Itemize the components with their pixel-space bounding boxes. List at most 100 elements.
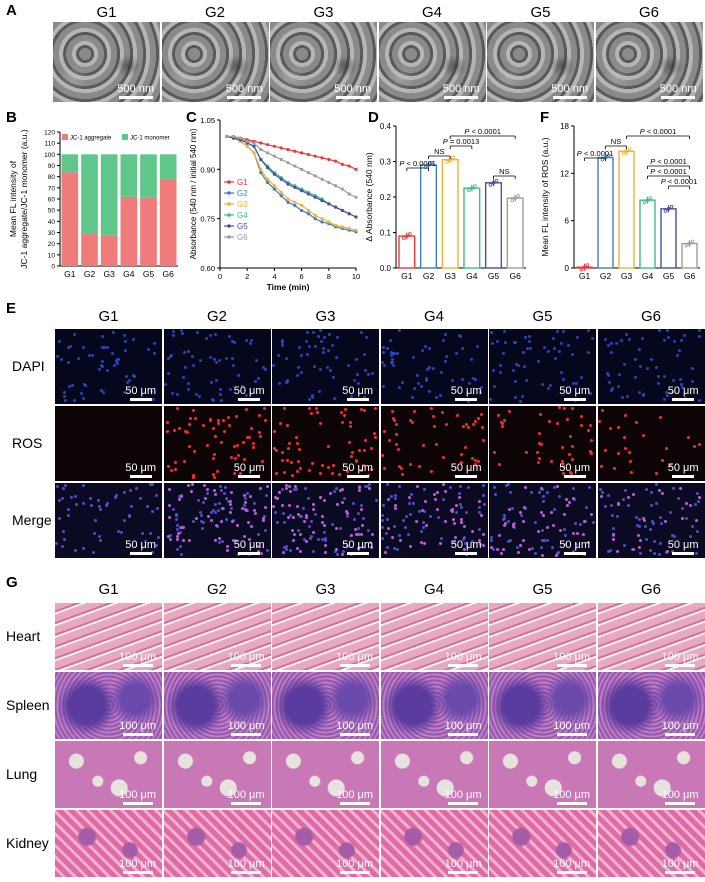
nucleus bbox=[115, 362, 119, 366]
ros-signal bbox=[296, 470, 300, 474]
nucleus bbox=[307, 345, 311, 349]
ros-signal bbox=[391, 410, 395, 414]
nucleus bbox=[622, 498, 626, 502]
y-tick-label: 110 bbox=[45, 141, 56, 148]
scale-bar: 500 nm bbox=[443, 83, 480, 99]
nucleus bbox=[591, 337, 595, 341]
nucleus bbox=[306, 352, 310, 356]
legend-marker-g2 bbox=[227, 191, 231, 195]
ros-signal bbox=[355, 458, 359, 462]
data-point-g5 bbox=[259, 157, 263, 162]
nucleus bbox=[503, 514, 507, 518]
ros-signal bbox=[327, 465, 331, 469]
ros-signal bbox=[540, 486, 544, 490]
nucleus bbox=[281, 511, 285, 515]
ros-signal bbox=[433, 424, 437, 428]
nucleus bbox=[278, 381, 282, 385]
ros-signal bbox=[167, 504, 171, 508]
data-point-g1 bbox=[272, 144, 276, 148]
ros-image-g1: 50 μm bbox=[55, 406, 162, 481]
nucleus bbox=[402, 518, 406, 522]
nucleus bbox=[389, 494, 393, 498]
scale-line bbox=[665, 802, 696, 805]
ros-signal bbox=[394, 433, 398, 437]
replicate-dot-g1 bbox=[585, 263, 590, 267]
nucleus bbox=[393, 493, 397, 497]
ros-signal bbox=[257, 414, 261, 418]
tem-image-g5: 500 nm bbox=[487, 22, 594, 102]
x-tick-label: G6 bbox=[162, 269, 174, 279]
scale-label: 100 μm bbox=[336, 858, 373, 870]
scale-bar: 100 μm bbox=[662, 789, 699, 805]
nucleus bbox=[210, 397, 214, 401]
scale-label: 100 μm bbox=[444, 651, 482, 663]
nucleus bbox=[575, 335, 579, 339]
nucleus bbox=[329, 369, 333, 373]
ros-signal bbox=[495, 548, 499, 552]
heart-image-g5: 100 μm bbox=[489, 603, 596, 670]
ros-signal bbox=[657, 489, 661, 493]
ros-signal bbox=[568, 471, 572, 475]
ros-signal bbox=[441, 410, 445, 414]
ros-signal bbox=[241, 507, 245, 511]
nucleus bbox=[571, 487, 575, 490]
nucleus bbox=[698, 398, 702, 402]
nucleus bbox=[556, 329, 560, 333]
ros-signal bbox=[275, 472, 279, 476]
ros-signal bbox=[548, 419, 552, 423]
nucleus bbox=[127, 378, 131, 382]
ros-signal bbox=[280, 503, 284, 507]
nucleus bbox=[285, 379, 289, 383]
panel-label-a: A bbox=[6, 2, 17, 19]
y-tick-label: 0.60 bbox=[200, 264, 215, 273]
ros-signal bbox=[285, 483, 289, 487]
group-label-g3: G3 bbox=[315, 581, 336, 598]
ros-signal bbox=[279, 421, 283, 425]
ros-signal bbox=[370, 532, 374, 536]
data-point-g6 bbox=[259, 148, 263, 152]
data-point-g2 bbox=[300, 208, 304, 213]
nucleus bbox=[641, 394, 645, 398]
nucleus bbox=[517, 363, 521, 367]
nucleus bbox=[240, 384, 244, 388]
nucleus bbox=[311, 396, 315, 400]
group-label-g1: G1 bbox=[98, 308, 119, 325]
data-point-g6 bbox=[306, 171, 310, 175]
scale-label: 100 μm bbox=[553, 858, 590, 870]
nucleus bbox=[391, 358, 394, 362]
nucleus bbox=[442, 498, 446, 502]
nucleus bbox=[106, 502, 110, 506]
ros-signal bbox=[193, 417, 197, 421]
nucleus bbox=[283, 545, 287, 549]
nucleus bbox=[192, 363, 196, 367]
nucleus bbox=[578, 522, 582, 526]
data-point-g5 bbox=[272, 172, 276, 176]
ros-signal bbox=[563, 513, 567, 517]
nucleus bbox=[655, 483, 659, 487]
ros-signal bbox=[361, 523, 365, 527]
ros-signal bbox=[451, 509, 454, 513]
replicate-dot-g1 bbox=[579, 267, 584, 272]
merge-image-g3: 50 μm bbox=[272, 483, 379, 558]
bar-monomer-g2 bbox=[81, 154, 98, 234]
replicate-dot-g3 bbox=[627, 147, 632, 151]
nucleus bbox=[131, 374, 135, 378]
nucleus bbox=[330, 344, 334, 348]
nucleus bbox=[680, 385, 684, 389]
kidney-image-g6: 100 μm bbox=[597, 810, 705, 877]
nucleus bbox=[579, 376, 583, 380]
ros-signal bbox=[243, 458, 247, 462]
nucleus bbox=[63, 394, 67, 398]
ros-image-g2: 50 μm bbox=[163, 406, 271, 481]
ros-signal bbox=[309, 412, 313, 415]
scale-line bbox=[556, 733, 587, 736]
nucleus bbox=[470, 539, 474, 543]
ros-signal bbox=[409, 544, 413, 548]
ros-signal bbox=[586, 429, 590, 433]
scale-label: 500 nm bbox=[659, 83, 697, 95]
scale-line bbox=[129, 552, 152, 555]
nucleus bbox=[381, 525, 385, 529]
ros-signal bbox=[410, 420, 414, 424]
